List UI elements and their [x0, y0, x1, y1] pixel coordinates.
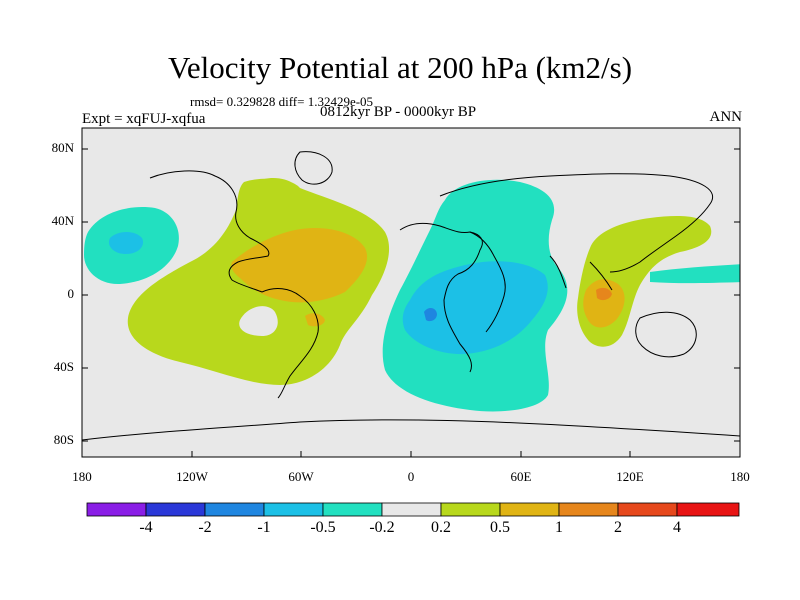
- coast-antarctica: [82, 419, 740, 441]
- field-neg05-north-pacific: [108, 232, 144, 254]
- field-pos05-americas-south: [305, 313, 325, 327]
- colorbar-box-5: [381, 502, 442, 517]
- lat-label-80s: 80S: [53, 432, 74, 447]
- coastlines: [82, 151, 740, 441]
- colorbar-box-2: [204, 502, 265, 517]
- colorbar-box-7: [499, 502, 560, 517]
- lon-ticks: [81, 451, 741, 457]
- colorbar-label-3: -0.5: [310, 519, 336, 536]
- colorbar-box-4: [322, 502, 383, 517]
- coast-eurasia: [439, 173, 713, 273]
- colorbar-box-1: [145, 502, 206, 517]
- lon-label-180w: 180: [72, 469, 92, 484]
- field-zero-hole-pacific: [239, 306, 278, 336]
- lat-ticks: [82, 148, 740, 442]
- field-pos05-asia: [583, 279, 625, 328]
- map-title: Velocity Potential at 200 hPa (km2/s): [167, 50, 633, 85]
- colorbar-box-8: [558, 502, 619, 517]
- colorbar-box-0: [86, 502, 147, 517]
- season-label: ANN: [709, 109, 743, 125]
- lon-label-60w: 60W: [288, 469, 314, 484]
- lon-label-0: 0: [407, 469, 415, 484]
- period-label: 0812kyr BP - 0000kyr BP: [320, 104, 477, 120]
- lon-label-180e: 180: [730, 469, 750, 484]
- experiment-label: Expt = xqFUJ-xqfua: [82, 111, 206, 127]
- colorbar-box-10: [676, 502, 740, 517]
- coast-australia: [635, 311, 697, 358]
- lon-label-120e: 120E: [616, 469, 644, 484]
- colorbar-label-5: 0.2: [431, 519, 451, 536]
- field-neg05-africa-indian: [402, 261, 548, 355]
- colorbar-label-0: -4: [139, 519, 153, 536]
- colorbar-label-7: 1: [555, 519, 563, 536]
- field-neg1-africa: [424, 308, 437, 322]
- colorbar-label-9: 4: [673, 519, 681, 536]
- lat-label-40n: 40N: [51, 213, 74, 228]
- colorbar-box-6: [440, 502, 501, 517]
- lon-label-120w: 120W: [176, 469, 208, 484]
- velocity-potential-field: [84, 178, 740, 412]
- coast-europe-africa: [399, 222, 483, 373]
- coast-greenland: [294, 151, 333, 185]
- lon-label-60e: 60E: [510, 469, 532, 484]
- field-pos-north-atlantic: [256, 178, 297, 211]
- rmsd-diff-stats: rmsd= 0.329828 diff= 1.32429e-05: [190, 94, 374, 109]
- lat-label-40s: 40S: [53, 359, 74, 374]
- coast-north-america: [149, 170, 270, 293]
- coast-south-asia: [549, 255, 613, 291]
- colorbar: [86, 502, 740, 517]
- field-neg-west-pacific: [650, 264, 740, 284]
- field-pos1-asia: [596, 287, 612, 301]
- colorbar-label-8: 2: [614, 519, 622, 536]
- lat-label-80n: 80N: [51, 140, 74, 155]
- colorbar-box-9: [617, 502, 678, 517]
- colorbar-label-6: 0.5: [490, 519, 510, 536]
- lat-label-0: 0: [67, 286, 75, 301]
- colorbar-box-3: [263, 502, 324, 517]
- colorbar-label-1: -2: [198, 519, 212, 536]
- colorbar-label-2: -1: [257, 519, 271, 536]
- coast-south-america: [261, 288, 319, 399]
- coast-africa-east: [469, 231, 506, 333]
- colorbar-label-4: -0.2: [369, 519, 395, 536]
